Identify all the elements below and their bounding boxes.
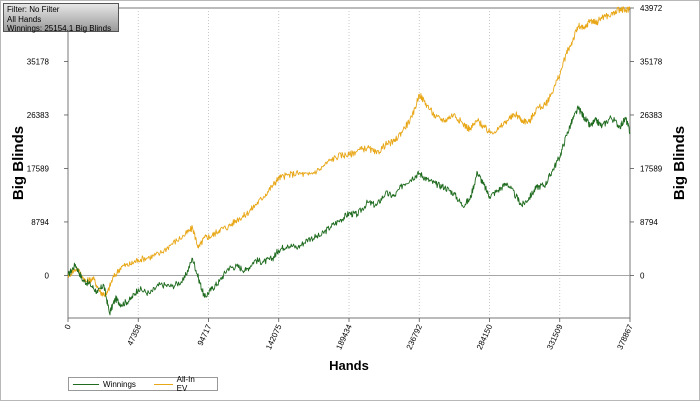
legend-label-winnings: Winnings [103,379,136,389]
y-ticks-right: 0 8794 17589 26383 35178 43972 [630,4,663,280]
y-tick-label: 26383 [27,111,50,120]
series-layer [67,6,631,316]
x-tick-label: 284150 [475,323,495,351]
filter-info-box: Filter: No Filter All Hands Winnings: 25… [3,3,119,33]
y-tick-label: 17589 [27,164,50,173]
series-line-allin-ev [67,6,631,297]
series-line-winnings [67,105,631,316]
legend-item-allin-ev: All-In EV [153,375,199,393]
y-tick-label: 35178 [27,57,50,66]
y-tick-label: 8794 [640,218,658,227]
x-tick-label: 378867 [615,323,635,351]
y-tick-label: 35178 [640,57,663,66]
y-tick-label: 26383 [640,111,663,120]
y-tick-label: 8794 [31,218,49,227]
x-tick-label: 47358 [126,323,144,347]
y-tick-label: 17589 [640,164,663,173]
y-axis-label-left: Big Blinds [10,126,27,200]
x-tick-label: 142075 [264,323,284,351]
grid [137,8,561,318]
x-tick-label: 0 [63,323,73,331]
legend-label-allin-ev: All-In EV [176,375,195,393]
x-tick-label: 236792 [405,323,425,351]
y-tick-label: 43972 [640,4,663,13]
legend-swatch-allin-ev [153,383,173,385]
y-tick-label: 0 [45,271,50,280]
x-axis-label: Hands [329,358,369,373]
legend-swatch-winnings [73,383,99,385]
x-tick-label: 189434 [334,323,354,351]
hands-label: All Hands [7,14,42,24]
legend-item-winnings: Winnings [73,380,136,389]
y-axis-label-right: Big Blinds [671,126,688,200]
legend: Winnings All-In EV [68,375,218,393]
plot-area [67,7,631,319]
winnings-label: Winnings: 25154.1 Big Blinds [7,24,112,33]
filter-label: Filter: No Filter [7,5,60,14]
x-tick-label: 331509 [545,323,565,351]
x-tick-label: 94717 [196,323,214,347]
y-tick-label: 0 [640,271,645,280]
x-ticks: 0 47358 94717 142075 189434 236792 284150 33150… [63,318,635,351]
